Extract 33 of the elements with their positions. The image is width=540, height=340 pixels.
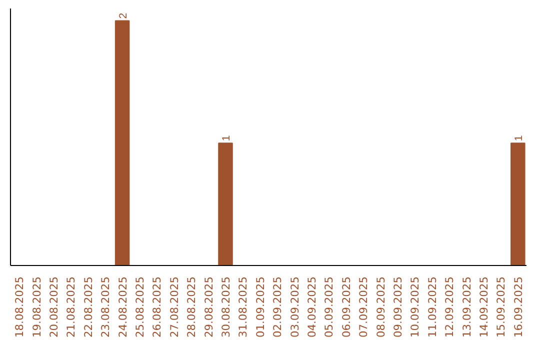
x-tick-label: 18.08.2025	[13, 276, 26, 338]
data-label: 1	[220, 135, 232, 142]
x-tick-label: 15.09.2025	[494, 276, 508, 338]
x-tick-label: 23.08.2025	[99, 276, 112, 338]
x-tick-label: 09.09.2025	[392, 276, 404, 338]
x-tick-label: 14.09.2025	[478, 276, 490, 338]
x-tick-label: 26.08.2025	[150, 276, 164, 338]
x-tick-label: 10.09.2025	[408, 276, 422, 338]
x-tick-label: 07.09.2025	[357, 276, 370, 338]
x-tick-label: 25.08.2025	[134, 276, 146, 338]
x-tick-label: 29.08.2025	[202, 276, 216, 338]
x-tick-label: 19.08.2025	[30, 276, 44, 338]
x-tick-label: 08.09.2025	[374, 276, 388, 338]
x-tick-label: 31.08.2025	[236, 276, 250, 338]
x-tick-label: 06.09.2025	[340, 276, 353, 338]
x-tick-label: 24.08.2025	[116, 276, 130, 338]
x-tick-label: 11.09.2025	[426, 276, 439, 338]
x-tick-label: 28.08.2025	[185, 276, 198, 338]
data-label: 1	[512, 135, 525, 142]
x-tick-label: 30.08.2025	[220, 276, 232, 338]
x-tick-label: 12.09.2025	[443, 276, 456, 338]
x-tick-label: 27.08.2025	[168, 276, 181, 338]
x-tick-label: 21.08.2025	[64, 276, 78, 338]
x-tick-label: 16.09.2025	[512, 276, 525, 338]
x-tick-label: 13.09.2025	[460, 276, 474, 338]
x-tick-label: 04.09.2025	[306, 276, 318, 338]
x-tick-label: 22.08.2025	[82, 276, 95, 338]
x-tick-label: 05.09.2025	[322, 276, 336, 338]
x-tick-label: 02.09.2025	[271, 276, 284, 338]
x-tick-label: 03.09.2025	[288, 276, 302, 338]
x-tick-label: 20.08.2025	[48, 276, 60, 338]
x-tick-label: 01.09.2025	[254, 276, 267, 338]
data-label: 2	[117, 12, 130, 19]
